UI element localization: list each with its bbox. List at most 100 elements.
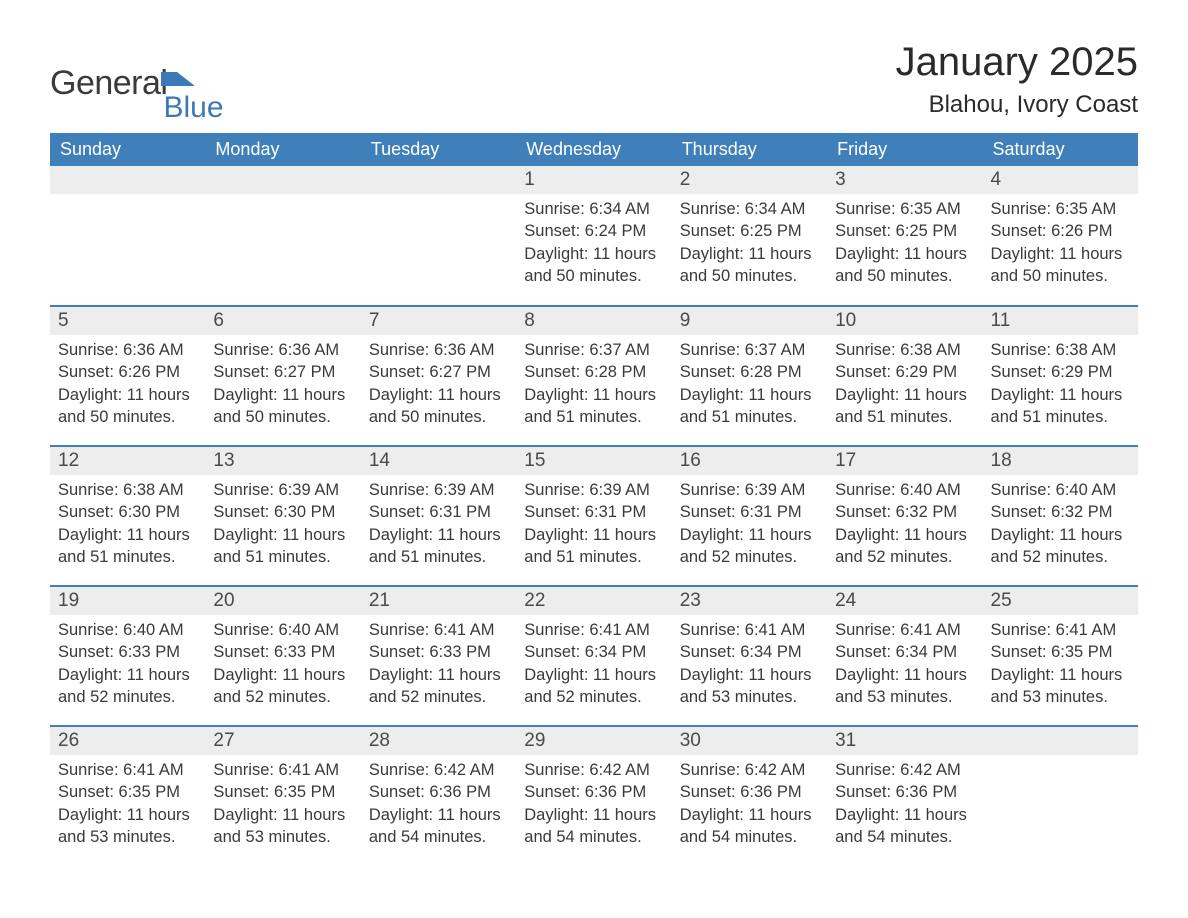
sunset-text: Sunset: 6:24 PM <box>524 220 663 242</box>
calendar-cell: 19Sunrise: 6:40 AMSunset: 6:33 PMDayligh… <box>50 586 205 726</box>
weekday-header: Saturday <box>983 133 1138 166</box>
day-number: 8 <box>516 307 671 335</box>
daylight-text: Daylight: 11 hours and 50 minutes. <box>991 243 1130 288</box>
sunrise-text: Sunrise: 6:38 AM <box>58 479 197 501</box>
day-details: Sunrise: 6:42 AMSunset: 6:36 PMDaylight:… <box>361 755 516 858</box>
day-number: 1 <box>516 166 671 194</box>
daylight-text: Daylight: 11 hours and 52 minutes. <box>835 524 974 569</box>
daylight-text: Daylight: 11 hours and 51 minutes. <box>213 524 352 569</box>
sunrise-text: Sunrise: 6:42 AM <box>835 759 974 781</box>
day-number: 12 <box>50 447 205 475</box>
day-number: 23 <box>672 587 827 615</box>
daylight-text: Daylight: 11 hours and 53 minutes. <box>213 804 352 849</box>
day-number: 10 <box>827 307 982 335</box>
daylight-text: Daylight: 11 hours and 51 minutes. <box>58 524 197 569</box>
sunrise-text: Sunrise: 6:37 AM <box>680 339 819 361</box>
day-number: 11 <box>983 307 1138 335</box>
sunrise-text: Sunrise: 6:39 AM <box>680 479 819 501</box>
day-number: 18 <box>983 447 1138 475</box>
day-number: 9 <box>672 307 827 335</box>
sunrise-text: Sunrise: 6:42 AM <box>524 759 663 781</box>
calendar-cell: 21Sunrise: 6:41 AMSunset: 6:33 PMDayligh… <box>361 586 516 726</box>
sunrise-text: Sunrise: 6:39 AM <box>524 479 663 501</box>
daylight-text: Daylight: 11 hours and 52 minutes. <box>58 664 197 709</box>
calendar-cell: 10Sunrise: 6:38 AMSunset: 6:29 PMDayligh… <box>827 306 982 446</box>
daylight-text: Daylight: 11 hours and 51 minutes. <box>369 524 508 569</box>
calendar-cell: 15Sunrise: 6:39 AMSunset: 6:31 PMDayligh… <box>516 446 671 586</box>
day-details: Sunrise: 6:36 AMSunset: 6:27 PMDaylight:… <box>205 335 360 438</box>
calendar-header: SundayMondayTuesdayWednesdayThursdayFrid… <box>50 133 1138 166</box>
calendar-week: 12Sunrise: 6:38 AMSunset: 6:30 PMDayligh… <box>50 446 1138 586</box>
daylight-text: Daylight: 11 hours and 53 minutes. <box>835 664 974 709</box>
calendar-body: 1Sunrise: 6:34 AMSunset: 6:24 PMDaylight… <box>50 166 1138 866</box>
sunset-text: Sunset: 6:36 PM <box>524 781 663 803</box>
daylight-text: Daylight: 11 hours and 53 minutes. <box>58 804 197 849</box>
sunset-text: Sunset: 6:36 PM <box>369 781 508 803</box>
day-details: Sunrise: 6:35 AMSunset: 6:25 PMDaylight:… <box>827 194 982 297</box>
daylight-text: Daylight: 11 hours and 54 minutes. <box>524 804 663 849</box>
day-number: 13 <box>205 447 360 475</box>
day-number: 14 <box>361 447 516 475</box>
daylight-text: Daylight: 11 hours and 52 minutes. <box>213 664 352 709</box>
day-number: 25 <box>983 587 1138 615</box>
calendar-cell: 28Sunrise: 6:42 AMSunset: 6:36 PMDayligh… <box>361 726 516 866</box>
day-number: 4 <box>983 166 1138 194</box>
calendar-cell <box>205 166 360 306</box>
day-number: 16 <box>672 447 827 475</box>
sunrise-text: Sunrise: 6:35 AM <box>991 198 1130 220</box>
day-number: 26 <box>50 727 205 755</box>
day-details: Sunrise: 6:34 AMSunset: 6:25 PMDaylight:… <box>672 194 827 297</box>
sunset-text: Sunset: 6:25 PM <box>835 220 974 242</box>
sunset-text: Sunset: 6:34 PM <box>524 641 663 663</box>
daylight-text: Daylight: 11 hours and 51 minutes. <box>991 384 1130 429</box>
day-details: Sunrise: 6:39 AMSunset: 6:30 PMDaylight:… <box>205 475 360 578</box>
day-number: 5 <box>50 307 205 335</box>
daylight-text: Daylight: 11 hours and 50 minutes. <box>524 243 663 288</box>
daylight-text: Daylight: 11 hours and 53 minutes. <box>680 664 819 709</box>
sunset-text: Sunset: 6:36 PM <box>680 781 819 803</box>
sunrise-text: Sunrise: 6:41 AM <box>680 619 819 641</box>
daylight-text: Daylight: 11 hours and 52 minutes. <box>991 524 1130 569</box>
sunrise-text: Sunrise: 6:37 AM <box>524 339 663 361</box>
sunrise-text: Sunrise: 6:41 AM <box>58 759 197 781</box>
day-number: 27 <box>205 727 360 755</box>
day-details: Sunrise: 6:41 AMSunset: 6:34 PMDaylight:… <box>827 615 982 718</box>
day-details: Sunrise: 6:38 AMSunset: 6:29 PMDaylight:… <box>983 335 1138 438</box>
calendar-cell: 1Sunrise: 6:34 AMSunset: 6:24 PMDaylight… <box>516 166 671 306</box>
weekday-header: Thursday <box>672 133 827 166</box>
day-number: 22 <box>516 587 671 615</box>
day-number: 29 <box>516 727 671 755</box>
sunset-text: Sunset: 6:36 PM <box>835 781 974 803</box>
sunset-text: Sunset: 6:28 PM <box>524 361 663 383</box>
calendar-cell: 24Sunrise: 6:41 AMSunset: 6:34 PMDayligh… <box>827 586 982 726</box>
sunrise-text: Sunrise: 6:36 AM <box>213 339 352 361</box>
sunset-text: Sunset: 6:33 PM <box>369 641 508 663</box>
sunset-text: Sunset: 6:32 PM <box>991 501 1130 523</box>
day-details: Sunrise: 6:36 AMSunset: 6:27 PMDaylight:… <box>361 335 516 438</box>
day-details: Sunrise: 6:42 AMSunset: 6:36 PMDaylight:… <box>672 755 827 858</box>
calendar-cell: 27Sunrise: 6:41 AMSunset: 6:35 PMDayligh… <box>205 726 360 866</box>
day-number: 19 <box>50 587 205 615</box>
sunrise-text: Sunrise: 6:40 AM <box>991 479 1130 501</box>
sunrise-text: Sunrise: 6:36 AM <box>58 339 197 361</box>
day-details: Sunrise: 6:42 AMSunset: 6:36 PMDaylight:… <box>516 755 671 858</box>
calendar-cell: 14Sunrise: 6:39 AMSunset: 6:31 PMDayligh… <box>361 446 516 586</box>
calendar-table: SundayMondayTuesdayWednesdayThursdayFrid… <box>50 133 1138 866</box>
sunrise-text: Sunrise: 6:42 AM <box>369 759 508 781</box>
sunset-text: Sunset: 6:31 PM <box>369 501 508 523</box>
calendar-cell: 5Sunrise: 6:36 AMSunset: 6:26 PMDaylight… <box>50 306 205 446</box>
weekday-header: Sunday <box>50 133 205 166</box>
day-details: Sunrise: 6:40 AMSunset: 6:33 PMDaylight:… <box>205 615 360 718</box>
sunset-text: Sunset: 6:34 PM <box>680 641 819 663</box>
day-number: 28 <box>361 727 516 755</box>
sunrise-text: Sunrise: 6:38 AM <box>835 339 974 361</box>
calendar-cell: 6Sunrise: 6:36 AMSunset: 6:27 PMDaylight… <box>205 306 360 446</box>
calendar-cell: 25Sunrise: 6:41 AMSunset: 6:35 PMDayligh… <box>983 586 1138 726</box>
day-number <box>50 166 205 194</box>
day-details: Sunrise: 6:39 AMSunset: 6:31 PMDaylight:… <box>672 475 827 578</box>
sunset-text: Sunset: 6:35 PM <box>213 781 352 803</box>
calendar-cell: 11Sunrise: 6:38 AMSunset: 6:29 PMDayligh… <box>983 306 1138 446</box>
sunset-text: Sunset: 6:32 PM <box>835 501 974 523</box>
day-details: Sunrise: 6:37 AMSunset: 6:28 PMDaylight:… <box>672 335 827 438</box>
sunrise-text: Sunrise: 6:41 AM <box>835 619 974 641</box>
